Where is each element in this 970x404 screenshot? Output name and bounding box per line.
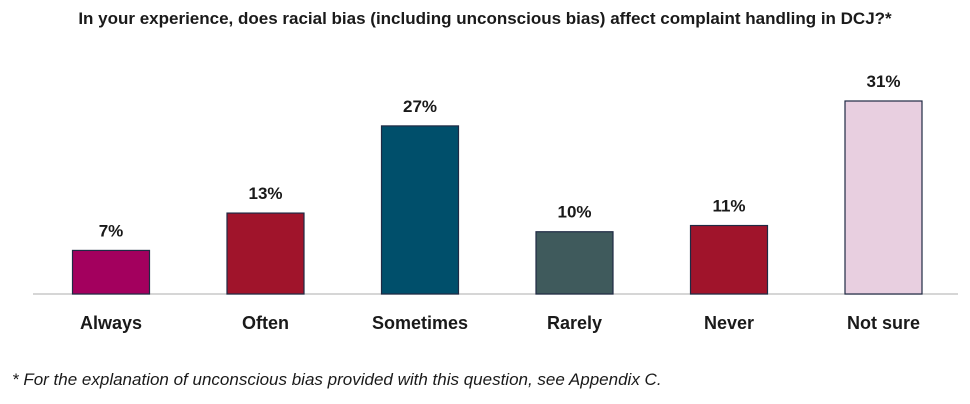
data-label-never: 11%	[712, 197, 745, 216]
data-label-not-sure: 31%	[866, 72, 900, 91]
data-label-often: 13%	[248, 184, 282, 203]
category-label-never: Never	[704, 313, 754, 333]
data-label-rarely: 10%	[557, 203, 591, 222]
bar-rarely	[535, 231, 614, 295]
bar-never	[689, 224, 769, 295]
category-label-always: Always	[80, 313, 142, 333]
bar-not-sure	[844, 100, 923, 295]
data-label-sometimes: 27%	[403, 97, 437, 116]
category-label-rarely: Rarely	[547, 313, 602, 333]
footnote: * For the explanation of unconscious bia…	[12, 370, 662, 389]
bar-sometimes	[380, 125, 460, 295]
data-label-always: 7%	[99, 221, 124, 240]
category-label-often: Often	[242, 313, 289, 333]
bar-always	[71, 249, 151, 295]
category-label-not-sure: Not sure	[847, 313, 920, 333]
chart-title: In your experience, does racial bias (in…	[78, 9, 892, 28]
bar-often	[226, 212, 305, 295]
category-label-sometimes: Sometimes	[372, 313, 468, 333]
bars-layer: 7% Always 13% Often 27% Sometimes 10% Rarely 11%…	[71, 72, 923, 333]
